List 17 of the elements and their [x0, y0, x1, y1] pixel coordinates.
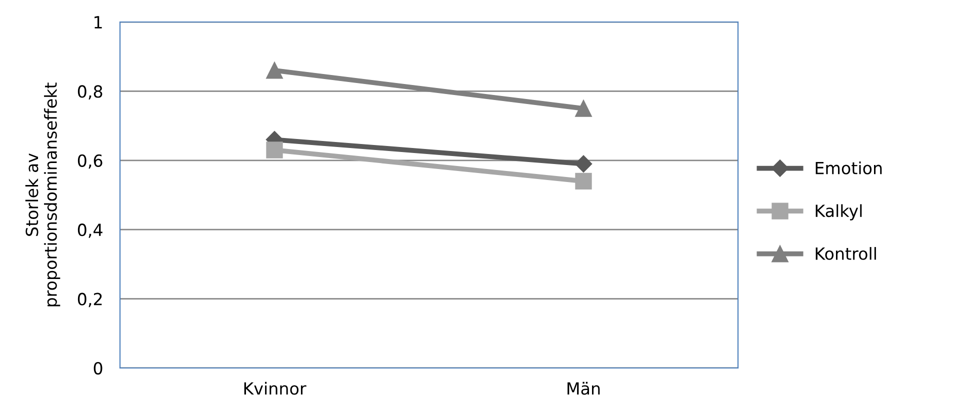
y-tick-label: 0,4 — [78, 224, 102, 238]
x-tick-label: Män — [568, 382, 600, 395]
y-tick-label: 0,2 — [78, 292, 102, 308]
x-tick-label: Kvinnor — [244, 382, 306, 395]
point — [575, 172, 592, 190]
y-tick-label: 0,6 — [78, 154, 102, 169]
legend-label: Kalkyl — [816, 204, 862, 220]
y-tick-label: 1 — [94, 16, 102, 28]
point — [574, 155, 592, 172]
legend-label: Emotion — [816, 161, 882, 174]
point — [575, 100, 592, 117]
y-tick-label: 0 — [94, 362, 102, 375]
legend-label: Kontroll — [816, 247, 876, 260]
point — [266, 142, 283, 158]
point — [266, 62, 283, 79]
y-axis-title: Storlek av proportionsdominanseffekt — [25, 82, 60, 306]
y-tick-label: 0,8 — [78, 85, 102, 100]
